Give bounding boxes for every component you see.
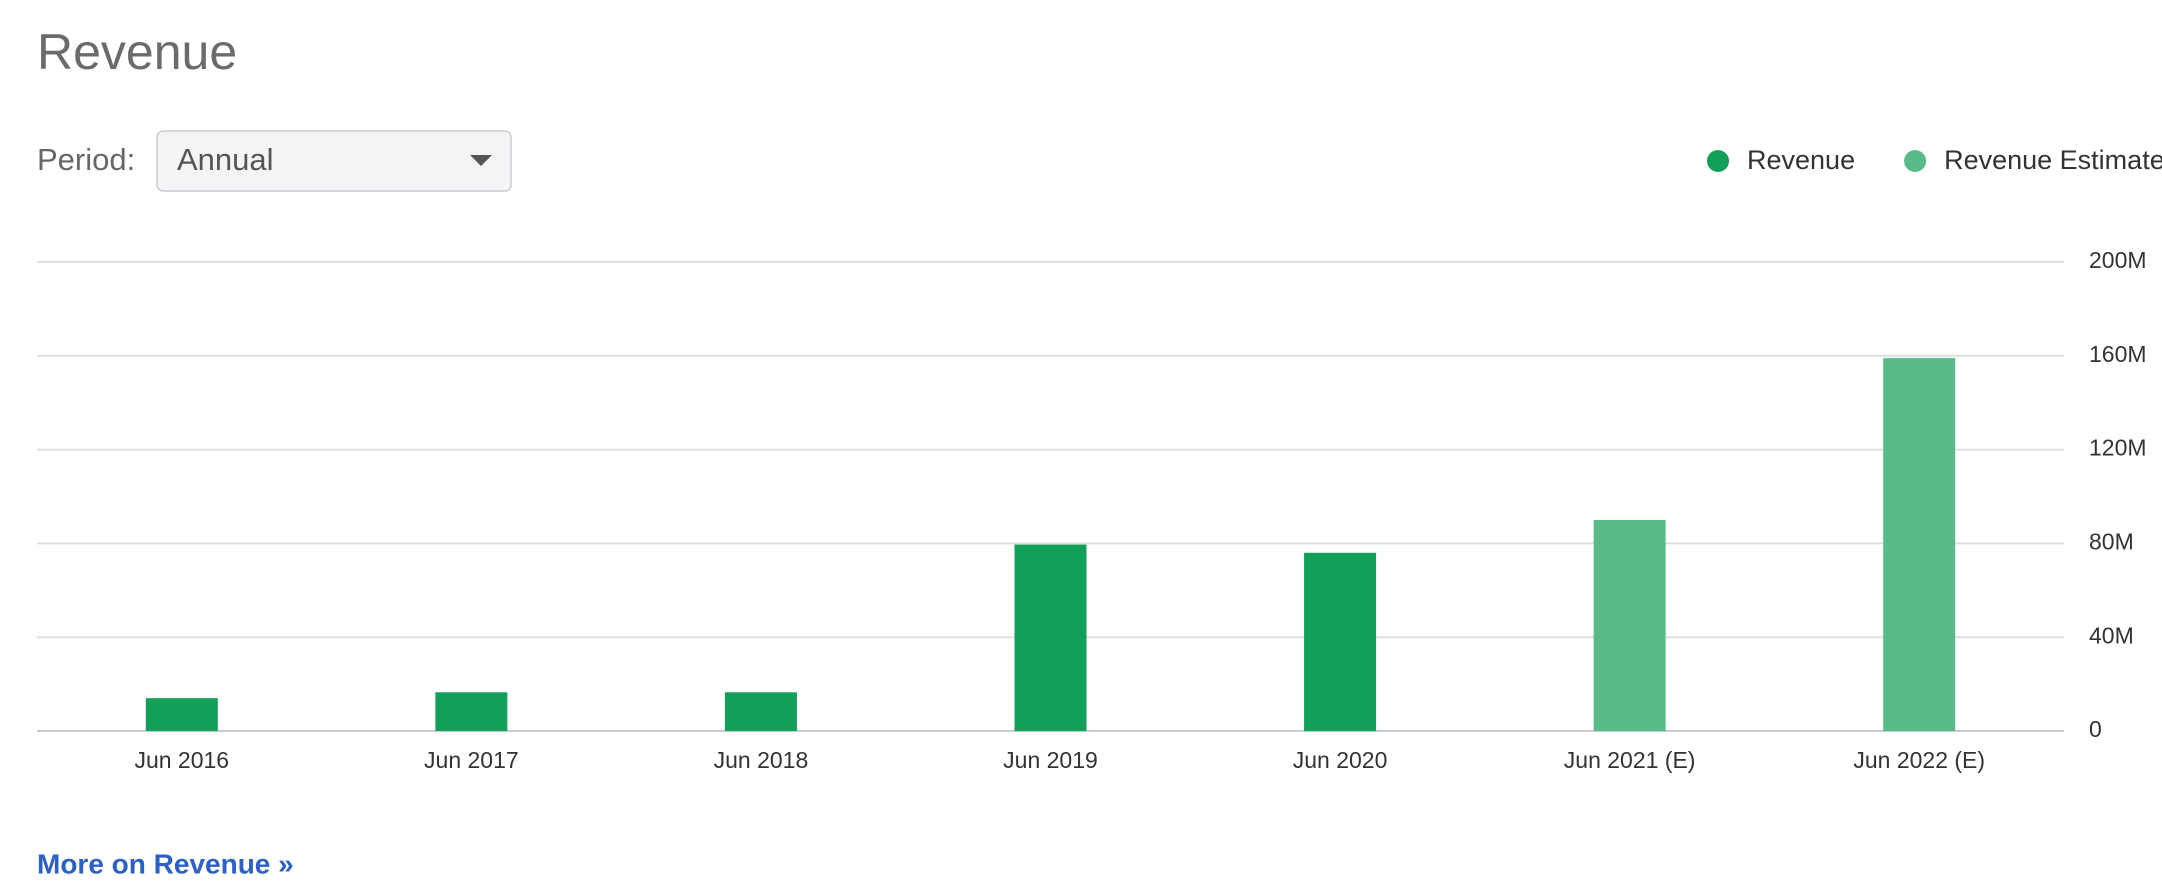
period-label: Period: bbox=[37, 142, 135, 177]
bar bbox=[1593, 519, 1666, 731]
y-tick-label: 0 bbox=[2089, 716, 2102, 742]
bar bbox=[1014, 544, 1087, 731]
x-tick-label: Jun 2022 (E) bbox=[1853, 747, 1985, 773]
more-link[interactable]: More on Revenue » bbox=[37, 848, 294, 879]
legend-label: Revenue bbox=[1747, 145, 1855, 175]
legend-label: Revenue Estimate bbox=[1944, 145, 2162, 175]
x-tick-label: Jun 2016 bbox=[134, 747, 229, 773]
title: Revenue bbox=[37, 24, 237, 80]
dropdown-box[interactable] bbox=[156, 130, 512, 192]
bar bbox=[1883, 358, 1956, 731]
y-tick-label: 40M bbox=[2089, 622, 2134, 648]
period-dropdown[interactable]: Annual bbox=[156, 130, 512, 192]
y-tick-label: 200M bbox=[2089, 247, 2147, 273]
x-tick-label: Jun 2018 bbox=[714, 747, 809, 773]
x-tick-label: Jun 2017 bbox=[424, 747, 519, 773]
bar bbox=[145, 698, 218, 731]
bar bbox=[724, 692, 797, 731]
x-tick-label: Jun 2020 bbox=[1293, 747, 1388, 773]
y-tick-label: 160M bbox=[2089, 341, 2147, 367]
legend-swatch bbox=[1904, 150, 1927, 172]
x-tick-label: Jun 2021 (E) bbox=[1564, 747, 1696, 773]
legend-swatch bbox=[1707, 150, 1729, 172]
dropdown-value[interactable]: Annual bbox=[177, 142, 274, 177]
bar bbox=[1304, 552, 1377, 731]
x-tick-label: Jun 2019 bbox=[1003, 747, 1098, 773]
bar bbox=[435, 692, 508, 731]
y-tick-label: 80M bbox=[2089, 528, 2134, 554]
y-tick-label: 120M bbox=[2089, 435, 2147, 461]
dropdown-arrow[interactable] bbox=[470, 155, 492, 166]
